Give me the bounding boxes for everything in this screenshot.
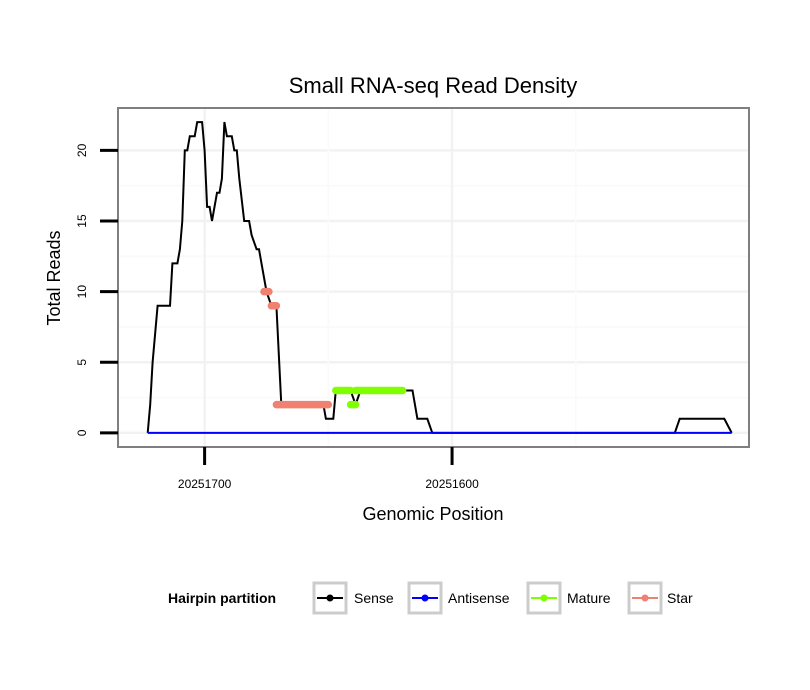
chart-title: Small RNA-seq Read Density (289, 73, 578, 98)
series-layer (146, 121, 733, 434)
x-tick-label-20251600: 20251600 (425, 477, 479, 491)
x-tick-label-20251700: 20251700 (178, 477, 232, 491)
y-tick-label-5: 5 (75, 359, 89, 366)
y-tick-label-10: 10 (75, 285, 89, 299)
legend-key-dot-star (641, 594, 649, 602)
panel-background (118, 108, 749, 447)
legend-key-dot-mature (540, 594, 548, 602)
axes: 0 5 10 15 20 20251700 20251600 (75, 143, 479, 491)
legend-label-sense: Sense (354, 590, 394, 606)
y-tick-label-15: 15 (75, 214, 89, 228)
legend: Hairpin partition Sense Antisense Mature St… (168, 581, 693, 615)
legend-label-star: Star (667, 590, 693, 606)
y-tick-label-20: 20 (75, 143, 89, 157)
panel-border (117, 107, 750, 448)
x-axis-title: Genomic Position (362, 504, 503, 524)
legend-key-dot-sense (326, 594, 334, 602)
legend-label-antisense: Antisense (448, 590, 510, 606)
legend-title: Hairpin partition (168, 590, 276, 606)
legend-label-mature: Mature (567, 590, 611, 606)
y-axis-title: Total Reads (44, 230, 64, 325)
grid-lines (118, 108, 749, 447)
y-tick-label-0: 0 (75, 429, 89, 436)
legend-key-dot-antisense (421, 594, 429, 602)
